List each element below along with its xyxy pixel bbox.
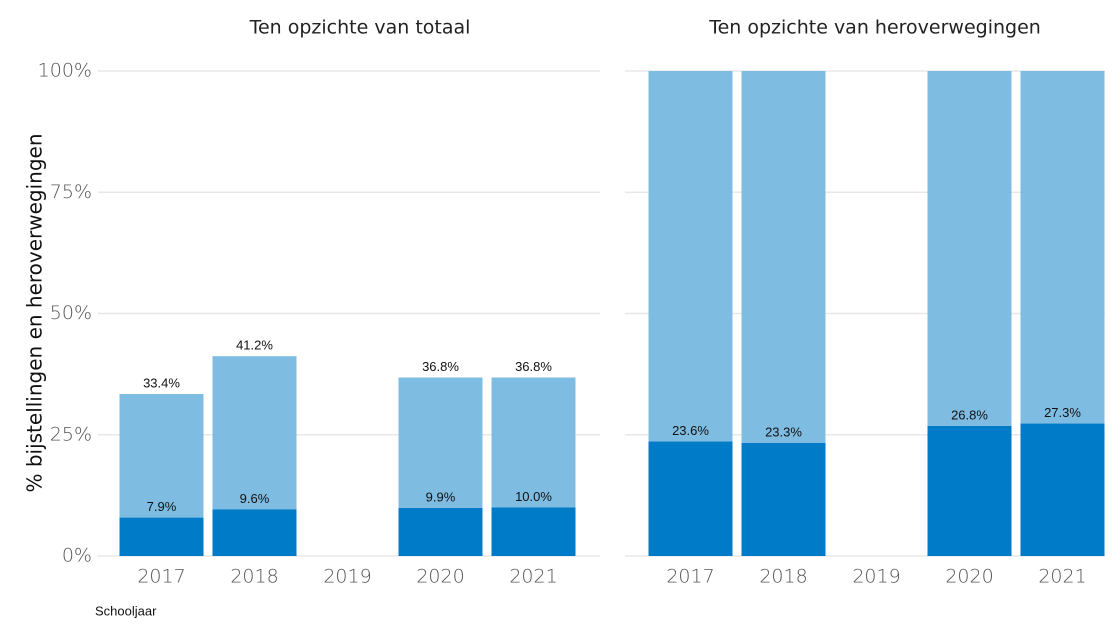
value-label: 9.6% xyxy=(240,491,270,506)
value-label: 27.3% xyxy=(1044,405,1081,420)
value-label: 36.8% xyxy=(422,359,459,374)
x-tick-label: 2020 xyxy=(416,566,464,588)
bar xyxy=(648,441,733,556)
x-tick-label: 2017 xyxy=(666,566,714,588)
bar xyxy=(212,509,297,556)
x-tick-label: 2019 xyxy=(852,566,900,588)
bar xyxy=(398,507,483,556)
value-label: 23.3% xyxy=(765,424,802,439)
x-tick-label: 2018 xyxy=(759,566,807,588)
x-tick-label: 2021 xyxy=(509,566,557,588)
value-label: 9.9% xyxy=(426,489,456,504)
y-axis-label: % bijstellingen en heroverwegingen xyxy=(23,133,47,492)
x-tick-label: 2021 xyxy=(1038,566,1086,588)
bar xyxy=(491,507,576,556)
bar xyxy=(119,517,204,556)
bar xyxy=(927,426,1012,556)
value-label: 23.6% xyxy=(672,423,709,438)
panel-title: Ten opzichte van heroverwegingen xyxy=(708,17,1041,39)
x-axis-label: Schooljaar xyxy=(95,603,157,618)
panel-title: Ten opzichte van totaal xyxy=(249,17,471,39)
value-label: 41.2% xyxy=(236,338,273,353)
x-tick-label: 2017 xyxy=(137,566,185,588)
y-tick-label: 50% xyxy=(50,302,92,324)
x-tick-label: 2019 xyxy=(323,566,371,588)
value-label: 10.0% xyxy=(515,489,552,504)
bar xyxy=(741,442,826,556)
value-label: 33.4% xyxy=(143,375,180,390)
y-tick-label: 0% xyxy=(62,545,92,567)
y-tick-label: 100% xyxy=(38,60,92,82)
y-tick-label: 75% xyxy=(50,181,92,203)
y-tick-label: 25% xyxy=(50,423,92,445)
x-tick-label: 2018 xyxy=(230,566,278,588)
value-label: 26.8% xyxy=(951,407,988,422)
value-label: 7.9% xyxy=(147,499,177,514)
x-tick-label: 2020 xyxy=(945,566,993,588)
bar xyxy=(1020,423,1105,556)
value-label: 36.8% xyxy=(515,359,552,374)
